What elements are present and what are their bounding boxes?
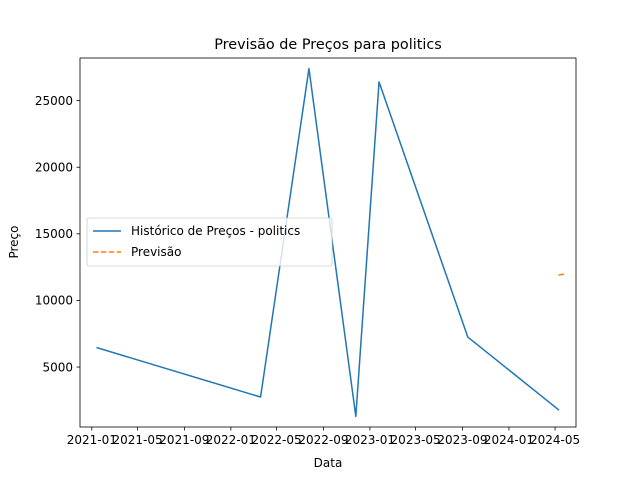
y-axis: 5000 10000 15000 20000 25000 [35,94,80,374]
legend-box [86,217,333,267]
y-tick-label: 5000 [42,360,73,374]
y-axis-label: Preço [7,225,21,258]
y-tick-label: 15000 [35,227,73,241]
legend-label-forecast: Previsão [131,245,181,259]
y-tick-label: 25000 [35,94,73,108]
series-line-1 [558,273,566,276]
x-tick-label: 2021-09 [159,433,209,447]
x-tick-label: 2023-05 [391,433,441,447]
x-tick-label: 2022-09 [298,433,348,447]
y-tick-label: 10000 [35,294,73,308]
x-tick-label: 2023-01 [345,433,395,447]
y-tick-label: 20000 [35,161,73,175]
chart-title: Previsão de Preços para politics [214,37,442,53]
x-tick-label: 2024-01 [484,433,534,447]
legend-label-history: Histórico de Preços - politics [131,224,300,238]
series-layer [96,67,566,418]
x-tick-label: 2024-05 [530,433,580,447]
x-axis: 2021-012021-052021-092022-012022-052022-… [67,427,580,447]
plot-frame [79,57,577,428]
x-tick-label: 2021-05 [112,433,162,447]
legend: Histórico de Preços - politics Previsão [86,217,333,267]
x-tick-label: 2023-09 [437,433,487,447]
x-tick-label: 2022-01 [206,433,256,447]
x-tick-label: 2022-05 [252,433,302,447]
x-tick-label: 2021-01 [67,433,117,447]
x-axis-label: Data [314,456,343,470]
